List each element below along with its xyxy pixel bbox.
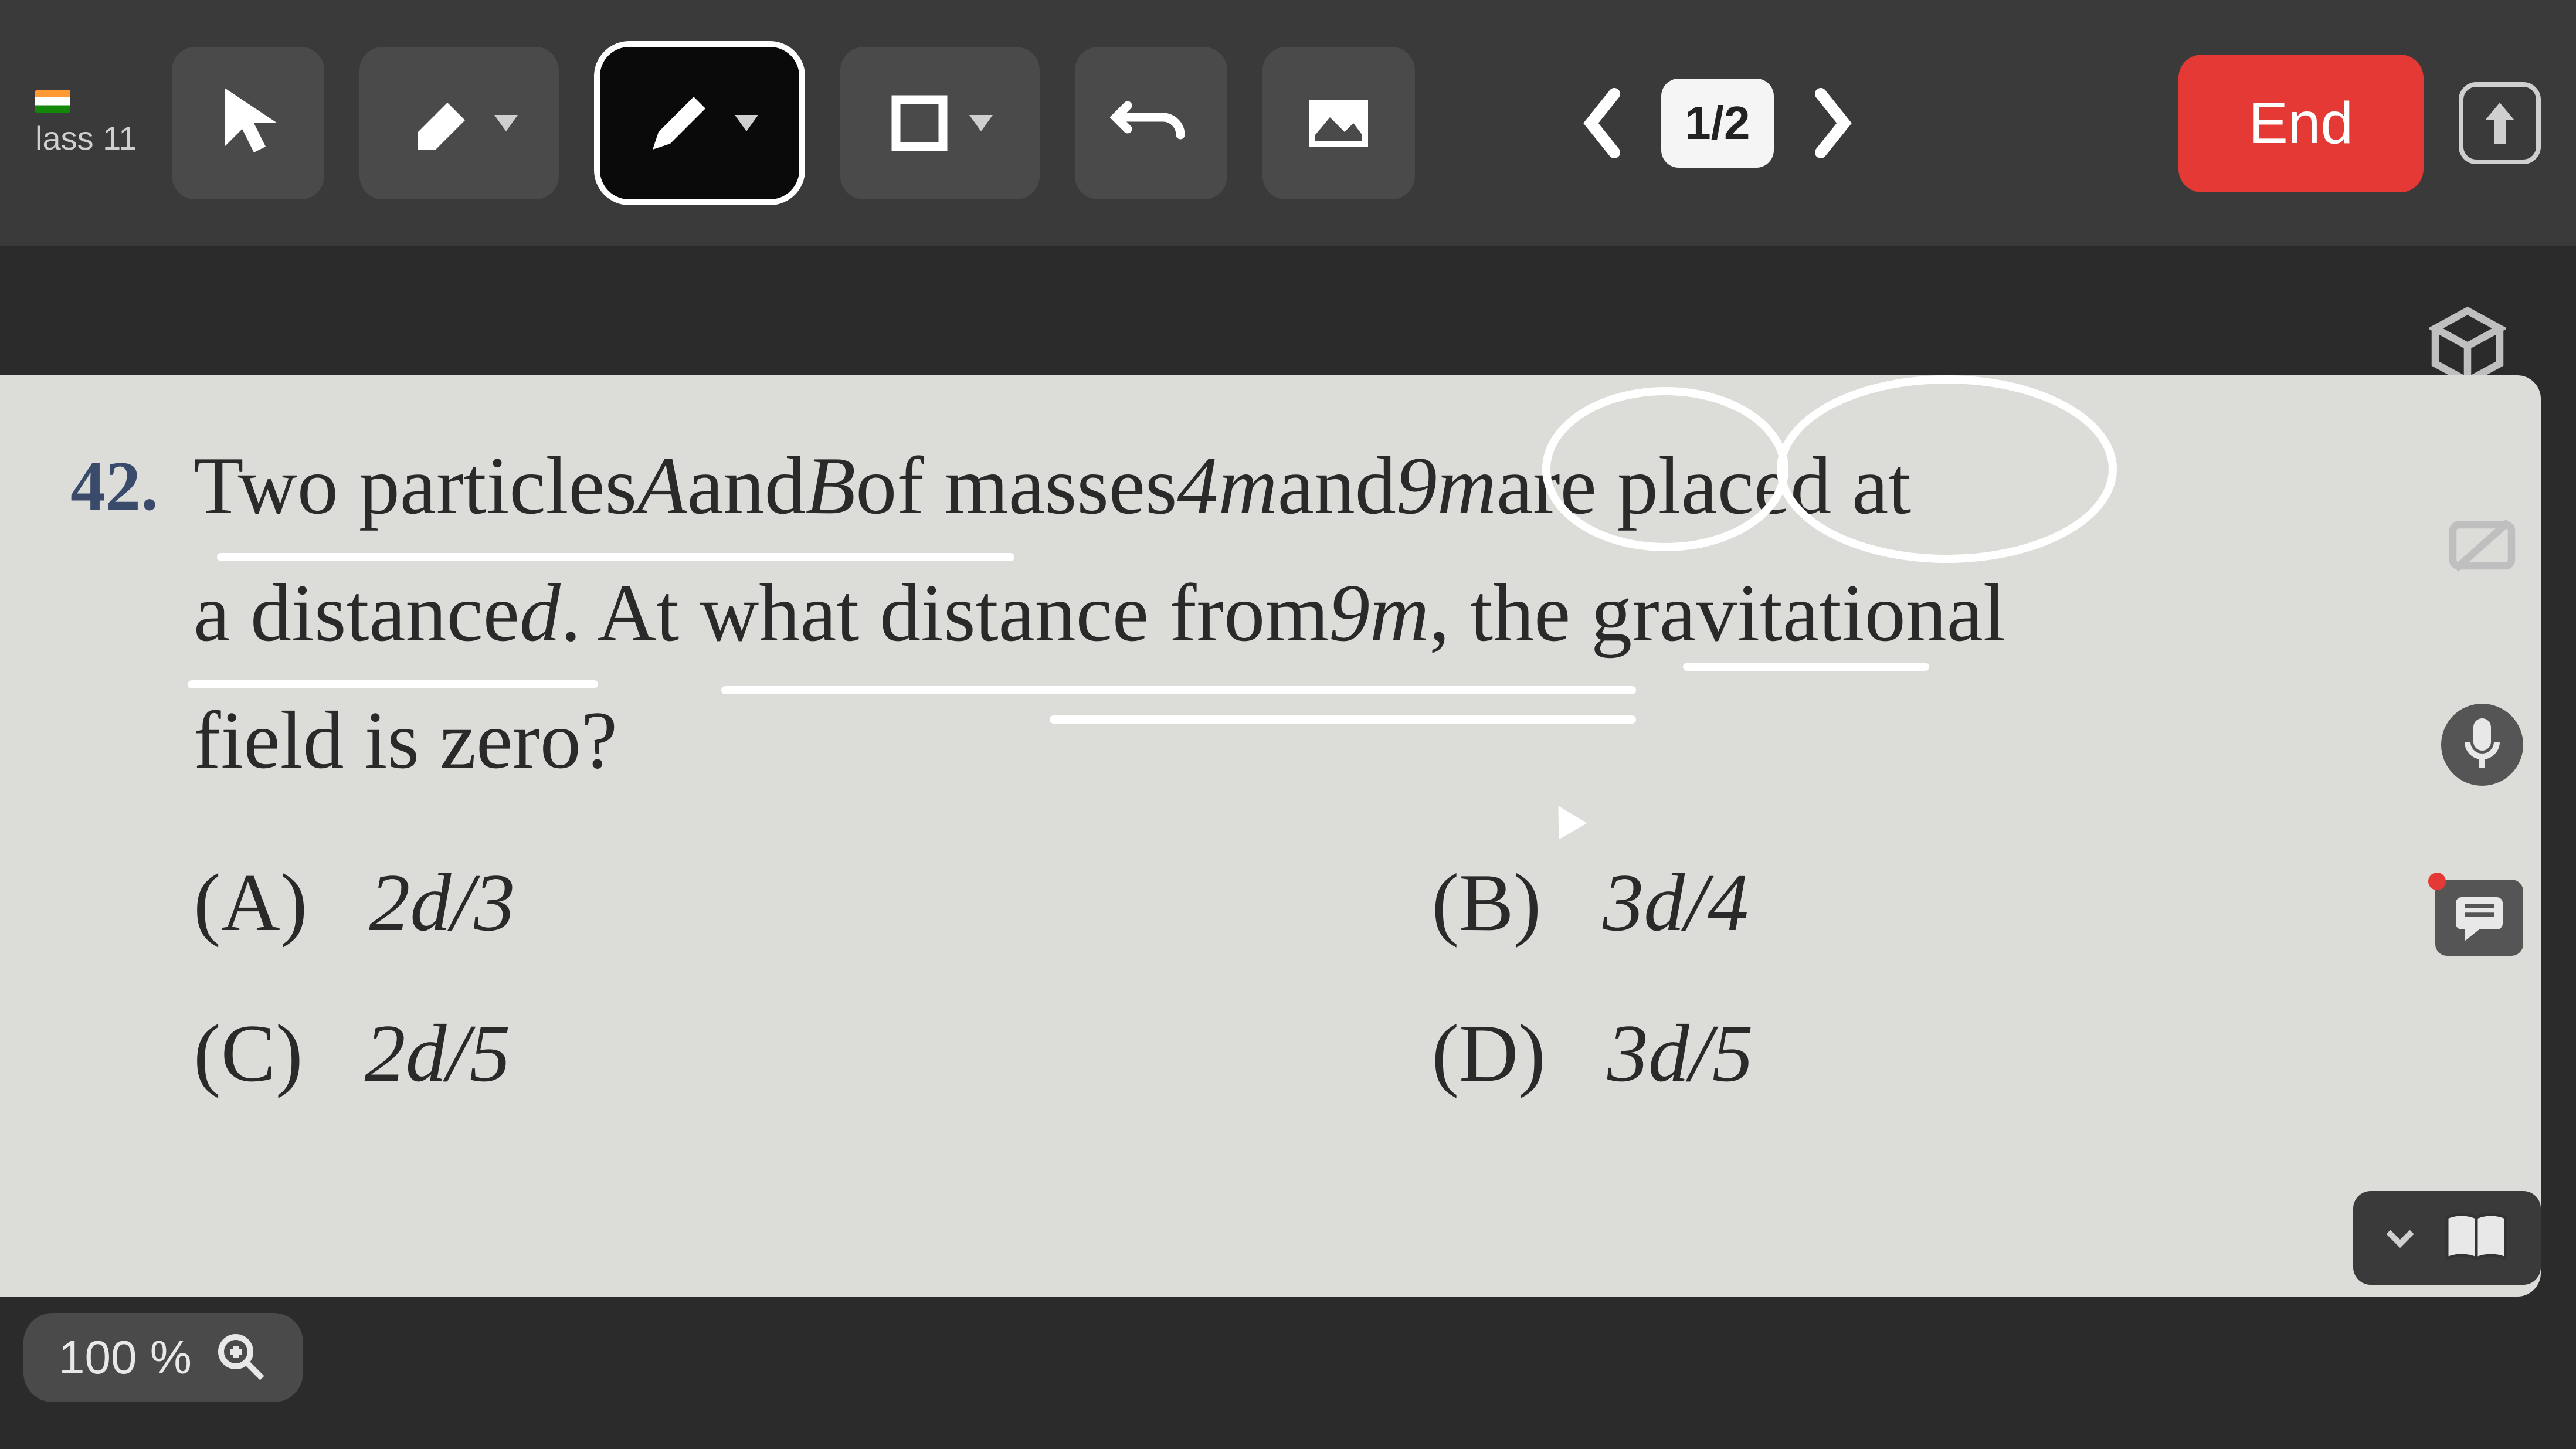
eraser-icon (401, 91, 477, 155)
zoom-bar: 100 % (23, 1313, 303, 1402)
question-line-2: a distance d . At what distance from 9m … (194, 549, 2435, 677)
option-label: (B) (1432, 857, 1542, 948)
option-a[interactable]: (A) 2d/3 (194, 839, 1197, 966)
upload-button[interactable] (2459, 82, 2541, 164)
question-line-1: Two particles A and B of masses 4m and 9… (194, 422, 2435, 549)
pointer-icon (213, 82, 283, 164)
text-span: Two particles (194, 422, 637, 549)
question-number: 42. (70, 446, 158, 1117)
option-label: (C) (194, 1008, 303, 1099)
text-span: and (687, 422, 806, 549)
options-grid: (A) 2d/3 (B) 3d/4 (C) 2d/5 (D) (194, 839, 2435, 1117)
page-indicator: 1/2 (1661, 79, 1773, 168)
option-value: 3d/4 (1603, 857, 1749, 948)
pen-tool-button[interactable] (594, 41, 805, 205)
annotation-underline (1683, 663, 1929, 671)
undo-button[interactable] (1075, 47, 1227, 199)
option-b[interactable]: (B) 3d/4 (1432, 839, 2436, 966)
zoom-value: 100 % (59, 1331, 192, 1384)
annotation-circle-9m (1777, 375, 2117, 563)
class-block: lass 11 (35, 90, 137, 157)
chevron-down-icon (2382, 1226, 2418, 1250)
chevron-right-icon (1809, 88, 1856, 158)
screen-off-button[interactable] (2441, 504, 2523, 586)
chevron-left-icon (1579, 88, 1626, 158)
option-value: 2d/5 (365, 1008, 511, 1099)
notification-dot-icon (2428, 873, 2446, 890)
chevron-down-icon (969, 115, 993, 131)
text-span: . At what distance from (561, 549, 1329, 677)
option-c[interactable]: (C) 2d/5 (194, 990, 1197, 1117)
upload-icon (2476, 97, 2523, 150)
option-label: (A) (194, 857, 307, 948)
flag-icon (35, 90, 70, 113)
mic-icon (2462, 715, 2503, 774)
question-line-3: field is zero? (194, 677, 2435, 804)
text-span: a distance (194, 549, 520, 677)
text-span: field is zero? (194, 677, 617, 804)
text-span: of masses (856, 422, 1177, 549)
pen-icon (641, 85, 717, 161)
undo-icon (1110, 94, 1192, 152)
pointer-tool-button[interactable] (172, 47, 324, 199)
prev-page-button[interactable] (1567, 88, 1638, 158)
cursor-icon (1544, 798, 1587, 839)
reference-bar[interactable] (2353, 1191, 2541, 1285)
mass-9m: 9m (1396, 422, 1496, 549)
mass-4m: 4m (1177, 422, 1278, 549)
option-label: (D) (1432, 1008, 1546, 1099)
screen-off-icon (2447, 516, 2517, 575)
question-block: 42. Two particles A and B of masses 4m a… (70, 422, 2435, 1117)
chat-button[interactable] (2435, 880, 2523, 956)
next-page-button[interactable] (1797, 88, 1868, 158)
annotation-circle-4m (1542, 387, 1788, 551)
option-d[interactable]: (D) 3d/5 (1432, 990, 2436, 1117)
option-value: 3d/5 (1607, 1008, 1753, 1099)
page-navigator: 1/2 (1567, 79, 1867, 168)
end-button[interactable]: End (2178, 55, 2424, 192)
text-span: , the gravitational (1429, 549, 2006, 677)
zoom-in-icon[interactable] (215, 1331, 268, 1384)
image-icon (1304, 94, 1374, 152)
question-text: Two particles A and B of masses 4m and 9… (194, 422, 2435, 1117)
image-tool-button[interactable] (1262, 47, 1415, 199)
class-label: lass 11 (35, 119, 137, 157)
variable-a: A (637, 422, 687, 549)
eraser-tool-button[interactable] (359, 47, 559, 199)
chevron-down-icon (735, 115, 758, 131)
chevron-down-icon (494, 115, 518, 131)
top-toolbar: lass 11 (0, 0, 2576, 246)
screen-root: lass 11 (0, 0, 2576, 1449)
variable-b: B (806, 422, 856, 549)
shape-tool-button[interactable] (840, 47, 1040, 199)
mass-9m: 9m (1329, 549, 1429, 677)
whiteboard-content[interactable]: 42. Two particles A and B of masses 4m a… (0, 375, 2541, 1297)
book-icon (2441, 1209, 2511, 1267)
option-value: 2d/3 (369, 857, 515, 948)
mic-button[interactable] (2441, 704, 2523, 786)
chat-icon (2450, 891, 2509, 944)
square-icon (887, 91, 952, 155)
variable-d: d (520, 549, 561, 677)
text-span: and (1278, 422, 1396, 549)
